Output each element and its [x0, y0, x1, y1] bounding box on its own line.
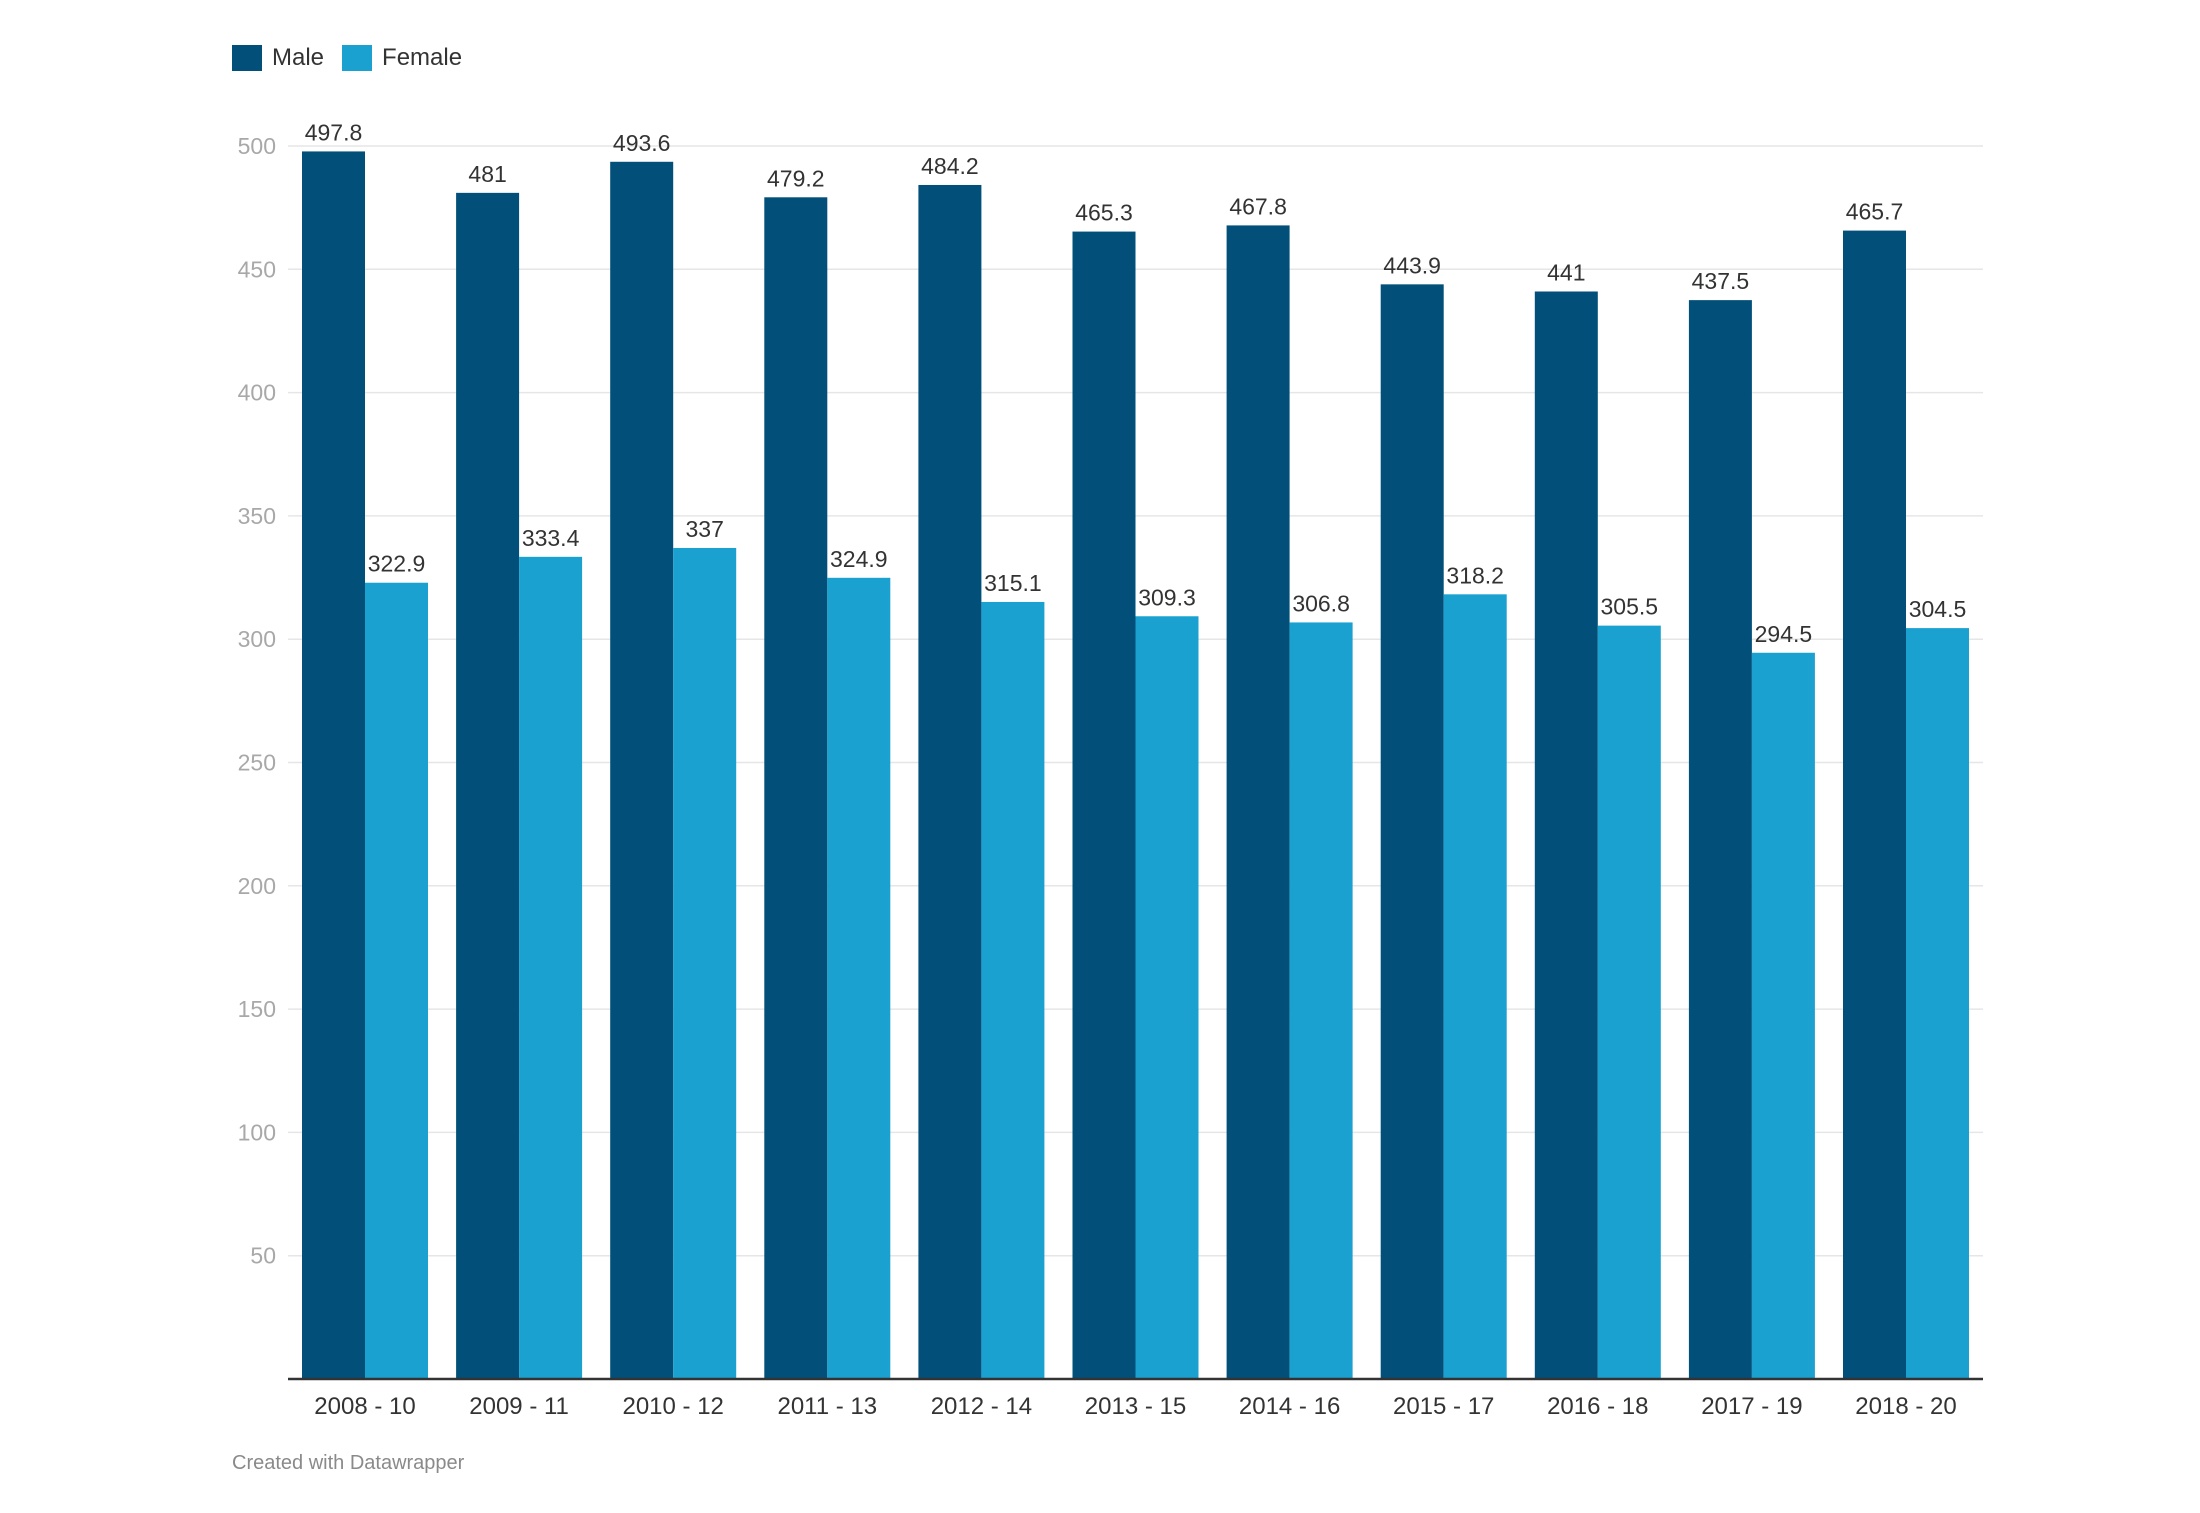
- data-label: 443.9: [1383, 252, 1441, 278]
- data-label: 484.2: [921, 153, 979, 179]
- data-label: 497.8: [305, 119, 363, 145]
- bar-male: [1226, 225, 1290, 1380]
- bar-male: [1534, 291, 1598, 1379]
- bar-female: [1751, 652, 1815, 1379]
- x-tick-label: 2016 - 18: [1547, 1393, 1648, 1420]
- y-tick-label: 400: [238, 380, 276, 406]
- data-label: 481: [468, 161, 506, 187]
- data-label: 479.2: [767, 165, 825, 191]
- bar-male: [918, 184, 982, 1380]
- y-tick-label: 500: [238, 133, 276, 159]
- legend-swatch-male: [232, 45, 262, 71]
- y-tick-label: 350: [238, 503, 276, 529]
- bar-male: [1688, 300, 1752, 1379]
- legend: Male Female: [232, 44, 462, 72]
- x-tick-label: 2015 - 17: [1393, 1393, 1494, 1420]
- data-label: 306.8: [1292, 590, 1350, 616]
- data-label: 465.7: [1846, 199, 1904, 225]
- x-tick-label: 2010 - 12: [622, 1393, 723, 1420]
- data-label: 305.5: [1601, 594, 1659, 620]
- bar-female: [1906, 628, 1969, 1379]
- data-label: 437.5: [1692, 268, 1750, 294]
- bar-female: [1289, 622, 1353, 1379]
- data-label: 294.5: [1755, 621, 1813, 647]
- legend-label-male: Male: [272, 44, 325, 71]
- bar-male: [1843, 230, 1906, 1380]
- x-tick-label: 2014 - 16: [1239, 1393, 1340, 1420]
- data-label: 315.1: [984, 570, 1042, 596]
- legend-item-female: Female: [342, 44, 462, 72]
- data-label: 318.2: [1446, 562, 1504, 588]
- x-tick-label: 2009 - 11: [469, 1393, 569, 1420]
- y-tick-label: 250: [238, 750, 276, 776]
- bar-male: [1072, 231, 1136, 1380]
- bar-female: [673, 547, 737, 1379]
- x-tick-label: 2018 - 20: [1855, 1393, 1956, 1420]
- data-label: 304.5: [1909, 596, 1967, 622]
- bar-female: [981, 601, 1045, 1379]
- y-tick-label: 450: [238, 256, 276, 282]
- data-label: 337: [686, 516, 724, 542]
- data-label: 333.4: [522, 525, 580, 551]
- bar-female: [1443, 594, 1507, 1379]
- legend-swatch-female: [342, 45, 373, 71]
- legend-label-female: Female: [382, 44, 463, 71]
- bar-female: [365, 582, 428, 1379]
- bar-male: [610, 161, 674, 1380]
- data-label: 493.6: [613, 130, 671, 156]
- bar-female: [519, 556, 583, 1379]
- bar-male: [764, 197, 828, 1379]
- data-label: 441: [1547, 259, 1585, 285]
- y-tick-label: 300: [238, 626, 276, 652]
- data-label: 324.9: [830, 546, 888, 572]
- credit-text: Created with Datawrapper: [232, 1452, 465, 1474]
- x-tick-label: 2013 - 15: [1085, 1393, 1186, 1420]
- data-label: 322.9: [368, 551, 426, 577]
- x-tick-label: 2008 - 10: [314, 1393, 415, 1420]
- y-tick-label: 100: [238, 1119, 276, 1145]
- x-tick-label: 2011 - 13: [777, 1393, 877, 1420]
- data-label: 465.3: [1075, 200, 1133, 226]
- x-tick-label: 2017 - 19: [1701, 1393, 1802, 1420]
- bar-male: [302, 151, 365, 1380]
- y-tick-label: 50: [250, 1243, 276, 1269]
- bar-male: [1380, 284, 1444, 1380]
- bar-female: [1597, 625, 1661, 1379]
- bar-female: [1135, 616, 1199, 1379]
- x-tick-label: 2012 - 14: [931, 1393, 1032, 1420]
- data-label: 467.8: [1229, 193, 1287, 219]
- bar-male: [456, 192, 520, 1379]
- legend-item-male: Male: [232, 44, 324, 72]
- y-tick-label: 150: [238, 996, 276, 1022]
- y-tick-label: 200: [238, 873, 276, 899]
- bar-female: [827, 577, 891, 1379]
- data-label: 309.3: [1138, 584, 1196, 610]
